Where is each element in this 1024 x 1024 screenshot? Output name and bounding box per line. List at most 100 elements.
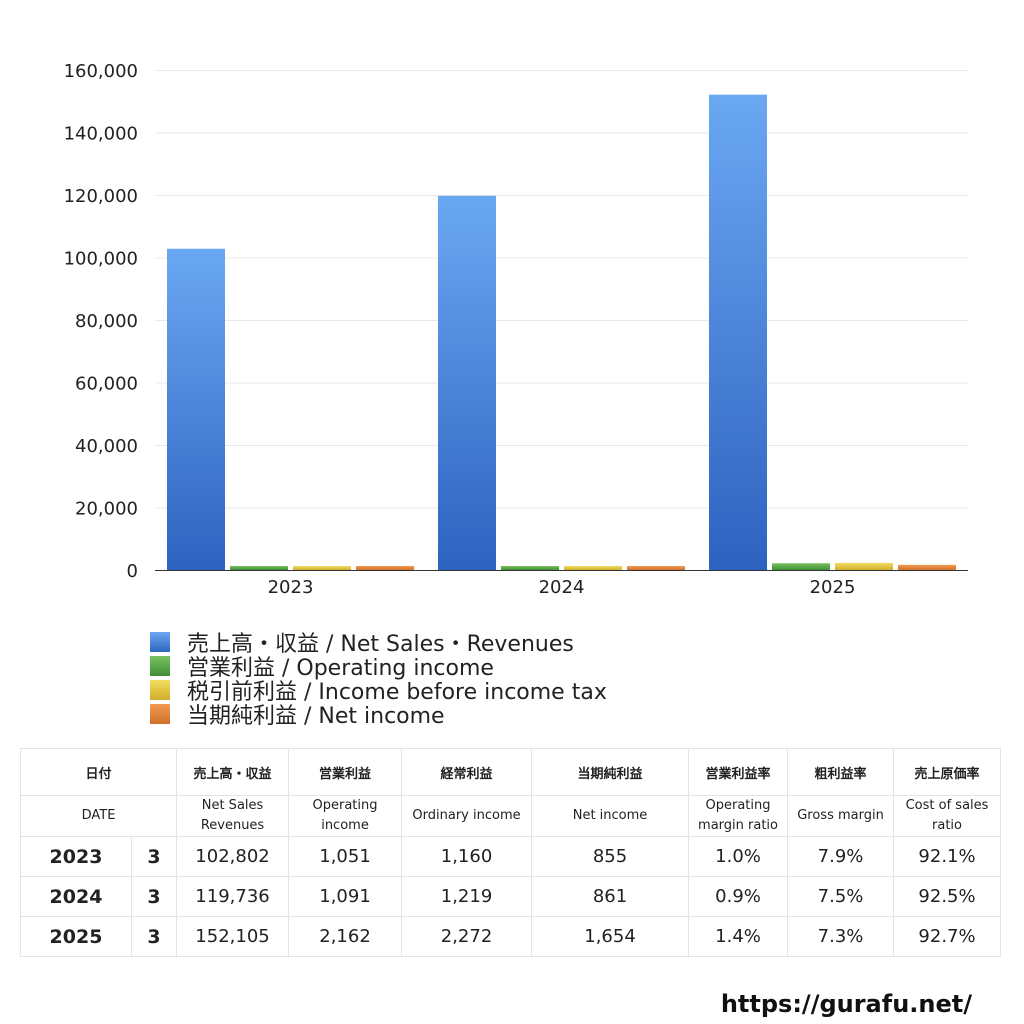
bar — [627, 566, 685, 570]
chart-legend: 売上高・収益 / Net Sales・Revenues 営業利益 / Opera… — [150, 630, 607, 729]
legend-item-operating-income: 営業利益 / Operating income — [150, 654, 607, 681]
header-text: Ordinary income — [412, 808, 521, 823]
cell-cost-ratio: 92.1% — [893, 836, 1002, 877]
legend-label: 売上高・収益 / Net Sales・Revenues — [187, 632, 574, 657]
cell-net-sales: 119,736 — [176, 876, 290, 917]
cell-year: 2024 — [20, 876, 132, 917]
header-text: Operating — [312, 798, 378, 813]
cell-cost-ratio: 92.7% — [893, 916, 1002, 957]
table-row: 2024 3 119,736 1,091 1,219 861 0.9% 7.5%… — [20, 876, 1002, 917]
y-tick-label: 140,000 — [64, 124, 138, 145]
header-net-income-en: Net income — [531, 795, 690, 837]
grid-lines — [155, 70, 968, 509]
legend-swatch-blue — [150, 632, 170, 652]
y-tick-label: 60,000 — [75, 374, 138, 395]
y-tick-label: 40,000 — [75, 436, 138, 457]
cell-operating-income: 1,091 — [288, 876, 403, 917]
header-text: Net Sales — [201, 798, 264, 813]
x-axis-ticks: 2023 2024 2025 — [268, 577, 856, 598]
table-row: 2023 3 102,802 1,051 1,160 855 1.0% 7.9%… — [20, 836, 1002, 877]
cell-gross-margin: 7.3% — [787, 916, 895, 957]
cell-gross-margin: 7.5% — [787, 876, 895, 917]
cell-operating-income: 2,162 — [288, 916, 403, 957]
y-tick-label: 160,000 — [64, 61, 138, 82]
bar — [501, 566, 559, 570]
bar — [356, 566, 414, 570]
header-text: ratio — [932, 818, 962, 833]
bar — [230, 566, 288, 570]
header-net-income-ja: 当期純利益 — [531, 748, 690, 796]
header-text: Cost of sales — [905, 798, 989, 813]
cell-operating-margin: 0.9% — [688, 876, 789, 917]
cell-cost-ratio: 92.5% — [893, 876, 1002, 917]
cell-net-sales: 152,105 — [176, 916, 290, 957]
header-text: income — [321, 818, 369, 833]
cell-year: 2025 — [20, 916, 132, 957]
cell-net-income: 1,654 — [531, 916, 690, 957]
header-operating-income-en: Operating income — [288, 795, 403, 837]
x-tick-label: 2024 — [539, 577, 585, 598]
header-operating-margin-en: Operating margin ratio — [688, 795, 789, 837]
legend-item-net-income: 当期純利益 / Net income — [150, 702, 607, 729]
legend-label: 当期純利益 / Net income — [187, 704, 445, 729]
cell-ordinary-income: 1,219 — [401, 876, 533, 917]
bar — [564, 566, 622, 570]
header-ordinary-income-ja: 経常利益 — [401, 748, 533, 796]
x-tick-label: 2025 — [810, 577, 856, 598]
cell-net-income: 861 — [531, 876, 690, 917]
header-cost-ratio-en: Cost of sales ratio — [893, 795, 1002, 837]
legend-swatch-orange — [150, 704, 170, 724]
y-tick-label: 0 — [127, 561, 138, 582]
bar-chart: 0 20,000 40,000 60,000 80,000 100,000 120,000 1… — [64, 61, 968, 598]
y-tick-label: 20,000 — [75, 499, 138, 520]
bar — [772, 563, 830, 570]
header-text: margin ratio — [698, 818, 778, 833]
legend-item-net-sales: 売上高・収益 / Net Sales・Revenues — [150, 630, 607, 657]
table-header-ja: 日付 売上高・収益 営業利益 経常利益 当期純利益 営業利益率 粗利益率 売上原… — [19, 748, 1002, 796]
financial-table: 日付 売上高・収益 営業利益 経常利益 当期純利益 営業利益率 粗利益率 売上原… — [19, 748, 1002, 957]
table-header-en: DATE Net Sales Revenues Operating income O… — [19, 795, 1002, 837]
header-net-sales-en: Net Sales Revenues — [176, 795, 290, 837]
x-tick-label: 2023 — [268, 577, 314, 598]
header-date-ja: 日付 — [19, 748, 178, 796]
cell-year: 2023 — [20, 836, 132, 877]
legend-swatch-yellow — [150, 680, 170, 700]
header-text: Operating — [705, 798, 771, 813]
cell-operating-income: 1,051 — [288, 836, 403, 877]
header-text: Gross margin — [797, 808, 884, 823]
bar — [293, 566, 351, 570]
cell-month: 3 — [130, 836, 178, 877]
y-tick-label: 100,000 — [64, 249, 138, 270]
cell-ordinary-income: 2,272 — [401, 916, 533, 957]
y-tick-label: 120,000 — [64, 186, 138, 207]
bar — [898, 564, 956, 570]
cell-gross-margin: 7.9% — [787, 836, 895, 877]
header-gross-margin-en: Gross margin — [787, 795, 895, 837]
site-url[interactable]: https://gurafu.net/ — [720, 990, 972, 1018]
header-gross-margin-ja: 粗利益率 — [787, 748, 895, 796]
table-row: 2025 3 152,105 2,162 2,272 1,654 1.4% 7.… — [20, 916, 1002, 957]
cell-net-income: 855 — [531, 836, 690, 877]
legend-label: 営業利益 / Operating income — [187, 656, 494, 681]
header-operating-margin-ja: 営業利益率 — [688, 748, 789, 796]
cell-operating-margin: 1.4% — [688, 916, 789, 957]
header-text: Revenues — [200, 818, 265, 833]
header-text: Net income — [572, 808, 648, 823]
header-ordinary-income-en: Ordinary income — [401, 795, 533, 837]
cell-net-sales: 102,802 — [176, 836, 290, 877]
y-axis-ticks: 0 20,000 40,000 60,000 80,000 100,000 120,000 1… — [64, 61, 138, 582]
cell-operating-margin: 1.0% — [688, 836, 789, 877]
cell-month: 3 — [130, 916, 178, 957]
bar — [835, 562, 893, 570]
header-cost-ratio-ja: 売上原価率 — [893, 748, 1002, 796]
header-date-en: DATE — [19, 795, 178, 837]
bar — [167, 248, 225, 570]
cell-month: 3 — [130, 876, 178, 917]
cell-ordinary-income: 1,160 — [401, 836, 533, 877]
y-tick-label: 80,000 — [75, 311, 138, 332]
bar — [438, 195, 496, 570]
legend-item-income-before-tax: 税引前利益 / Income before income tax — [150, 678, 607, 705]
bars — [167, 94, 956, 570]
bar — [709, 94, 767, 570]
legend-swatch-green — [150, 656, 170, 676]
